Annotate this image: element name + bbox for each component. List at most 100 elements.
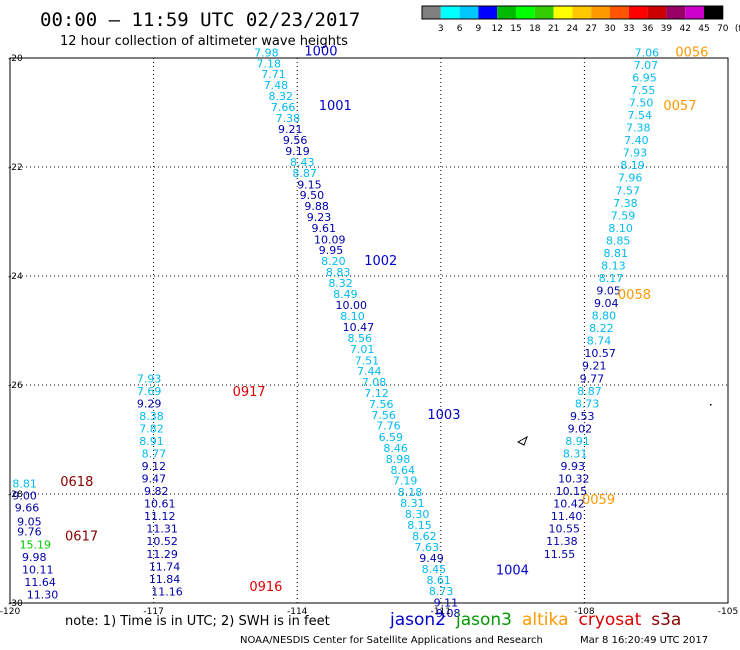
swh-value: 8.49 bbox=[333, 288, 358, 301]
swh-value: 9.19 bbox=[285, 145, 310, 158]
colorbar-label: 39 bbox=[661, 24, 673, 34]
colorbar-label: 6 bbox=[457, 24, 463, 34]
swh-value: 7.66 bbox=[271, 101, 296, 114]
colorbar-swatch bbox=[478, 6, 498, 19]
swh-value: 7.38 bbox=[276, 112, 301, 125]
colorbar-swatch bbox=[628, 6, 648, 19]
swh-value: 11.64 bbox=[24, 576, 56, 589]
pass-label: 0618 bbox=[60, 475, 93, 490]
swh-value: 8.61 bbox=[426, 574, 451, 587]
colorbar-swatch bbox=[497, 6, 516, 19]
swh-value: 9.11 bbox=[434, 596, 459, 609]
swh-value: 7.48 bbox=[264, 79, 289, 92]
swh-value: 9.82 bbox=[144, 485, 169, 498]
track-altika: 7.067.076.957.557.507.547.387.407.938.19… bbox=[544, 45, 709, 560]
colorbar-label: 21 bbox=[548, 24, 559, 34]
swh-value: 7.59 bbox=[611, 209, 636, 222]
swh-value: 7.38 bbox=[626, 122, 651, 135]
colorbar-swatch bbox=[647, 6, 667, 19]
colorbar-swatch bbox=[666, 6, 686, 19]
swh-value: 9.05 bbox=[596, 285, 621, 298]
swh-value: 8.91 bbox=[139, 435, 164, 448]
pass-label: 0058 bbox=[618, 288, 651, 303]
colorbar-swatch bbox=[534, 6, 554, 19]
track-jason2: 7.987.187.717.488.327.667.389.219.569.19… bbox=[254, 44, 529, 620]
swh-value: 7.38 bbox=[613, 197, 638, 210]
swh-value: 8.91 bbox=[565, 435, 590, 448]
swh-value: 9.49 bbox=[419, 552, 444, 565]
pass-label: 0059 bbox=[582, 493, 615, 508]
swh-value: 15.19 bbox=[20, 539, 52, 552]
colorbar-swatch bbox=[685, 6, 704, 19]
swh-value: 8.83 bbox=[326, 266, 351, 279]
swh-value: 9.88 bbox=[304, 200, 329, 213]
swh-value: 10.55 bbox=[549, 523, 581, 536]
swh-value: 8.62 bbox=[412, 530, 437, 543]
swh-value: 7.56 bbox=[371, 409, 396, 422]
coast-feature bbox=[516, 404, 712, 446]
swh-value: 8.98 bbox=[386, 453, 411, 466]
colorbar-swatch bbox=[459, 6, 479, 19]
swh-value: 10.09 bbox=[314, 233, 346, 246]
swh-value: 7.12 bbox=[364, 387, 389, 400]
footer-note: note: 1) Time is in UTC; 2) SWH is in fe… bbox=[65, 614, 330, 629]
swh-value: 11.30 bbox=[27, 589, 59, 602]
swh-value: 9.98 bbox=[22, 551, 47, 564]
colorbar-label: 9 bbox=[476, 24, 482, 34]
colorbar-label: 30 bbox=[604, 24, 616, 34]
lat-tick-label: -28 bbox=[8, 490, 23, 500]
lon-tick-label: -120 bbox=[0, 607, 20, 617]
colorbar-swatch bbox=[704, 6, 723, 19]
lat-tick-label: -24 bbox=[8, 272, 23, 282]
swh-value: 7.82 bbox=[139, 422, 164, 435]
lon-tick-label: -105 bbox=[718, 607, 738, 617]
colorbar-label: 24 bbox=[567, 24, 579, 34]
pass-label: 1000 bbox=[304, 44, 337, 59]
colorbar-swatch bbox=[553, 6, 573, 19]
swh-value: 8.81 bbox=[604, 247, 629, 260]
pass-label: 0056 bbox=[675, 45, 708, 60]
swh-value: 8.31 bbox=[400, 497, 425, 510]
swh-value: 7.18 bbox=[257, 57, 282, 70]
swh-value: 7.93 bbox=[137, 372, 162, 385]
swh-value: 10.52 bbox=[146, 535, 178, 548]
swh-value: 7.06 bbox=[635, 46, 660, 59]
swh-value: 7.07 bbox=[634, 59, 659, 72]
swh-value: 7.50 bbox=[629, 97, 654, 110]
swh-value: 9.56 bbox=[283, 134, 308, 147]
swh-value: 8.32 bbox=[328, 277, 353, 290]
swh-value: 7.63 bbox=[414, 541, 439, 554]
pass-label: 1004 bbox=[496, 564, 529, 579]
swh-value: 9.29 bbox=[137, 397, 162, 410]
swh-value: 7.44 bbox=[357, 365, 382, 378]
swh-value: 9.02 bbox=[568, 422, 593, 435]
colorbar-label: 42 bbox=[679, 24, 690, 34]
swh-value: 8.87 bbox=[577, 385, 602, 398]
colorbar-swatch bbox=[440, 6, 460, 19]
swh-value: 8.73 bbox=[575, 397, 600, 410]
swh-value: 6.59 bbox=[379, 431, 404, 444]
swh-value: 11.55 bbox=[544, 548, 576, 561]
swh-value: 7.54 bbox=[627, 109, 652, 122]
footer-timestamp: Mar 8 16:20:49 UTC 2017 bbox=[580, 635, 708, 646]
swh-value: 11.38 bbox=[546, 535, 578, 548]
swh-value: 9.53 bbox=[570, 410, 595, 423]
page-subtitle: 12 hour collection of altimeter wave hei… bbox=[60, 34, 348, 49]
map-frame bbox=[9, 57, 729, 604]
footer-credit: NOAA/NESDIS Center for Satellite Applica… bbox=[240, 635, 543, 646]
colorbar-swatch bbox=[610, 6, 629, 19]
lat-tick-label: -30 bbox=[8, 599, 23, 609]
mission-jason3: jason3 bbox=[455, 610, 512, 630]
swh-value: 9.76 bbox=[17, 525, 42, 538]
swh-value: 9.08 bbox=[436, 607, 461, 620]
swh-value: 7.19 bbox=[393, 475, 418, 488]
lat-tick-label: -20 bbox=[8, 54, 23, 64]
swh-value: 8.31 bbox=[563, 447, 588, 460]
swh-value: 10.57 bbox=[584, 347, 616, 360]
swh-value: 9.61 bbox=[312, 222, 337, 235]
swh-value: 9.00 bbox=[12, 489, 37, 502]
swh-value: 11.84 bbox=[149, 573, 181, 586]
swh-value: 6.95 bbox=[632, 71, 657, 84]
